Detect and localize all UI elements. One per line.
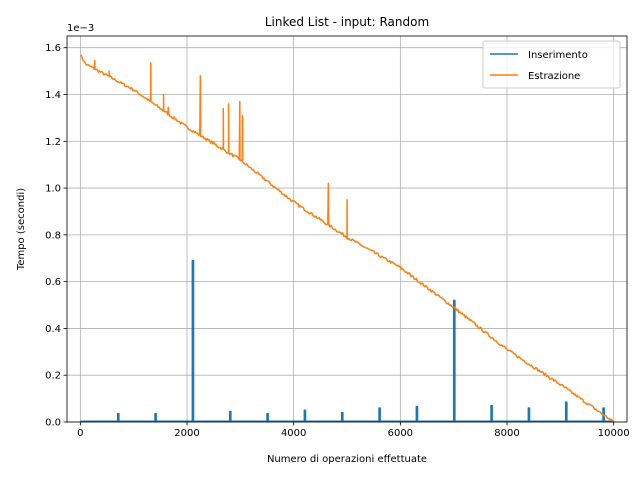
y-tick-label: 1.4 (45, 90, 61, 101)
series-line-estrazione (79, 54, 615, 423)
legend-label-estrazione: Estrazione (528, 71, 580, 82)
series-line-inserimento (80, 259, 614, 423)
y-tick-label: 1.0 (45, 184, 61, 195)
x-tick-label: 6000 (388, 428, 413, 439)
x-tick-label: 0 (77, 428, 83, 439)
x-tick-label: 2000 (174, 428, 199, 439)
y-offset-label: 1e−3 (67, 23, 94, 34)
y-tick-label: 0.8 (45, 230, 61, 241)
y-tick-label: 0.0 (45, 418, 61, 429)
x-tick-label: 8000 (494, 428, 519, 439)
legend-label-inserimento: Inserimento (528, 50, 588, 61)
chart-title: Linked List - input: Random (265, 15, 429, 29)
y-tick-label: 1.2 (45, 137, 61, 148)
plot-lines (79, 54, 615, 423)
x-axis-label: Numero di operazioni effettuate (267, 454, 427, 465)
y-tick-label: 1.6 (45, 43, 61, 54)
x-tick-label: 10000 (598, 428, 630, 439)
y-axis-label: Tempo (secondi) (16, 188, 27, 271)
axis-ticks: 0 2000 4000 6000 8000 10000 0.0 0.2 0.4 0.6 0.8 1.0… (45, 43, 629, 439)
y-tick-label: 0.2 (45, 371, 61, 382)
plot-frame (66, 35, 628, 423)
y-tick-label: 0.6 (45, 277, 61, 288)
y-tick-label: 0.4 (45, 324, 61, 335)
legend: Inserimento Estrazione (482, 40, 621, 89)
x-tick-label: 4000 (281, 428, 306, 439)
legend-box (482, 40, 621, 89)
